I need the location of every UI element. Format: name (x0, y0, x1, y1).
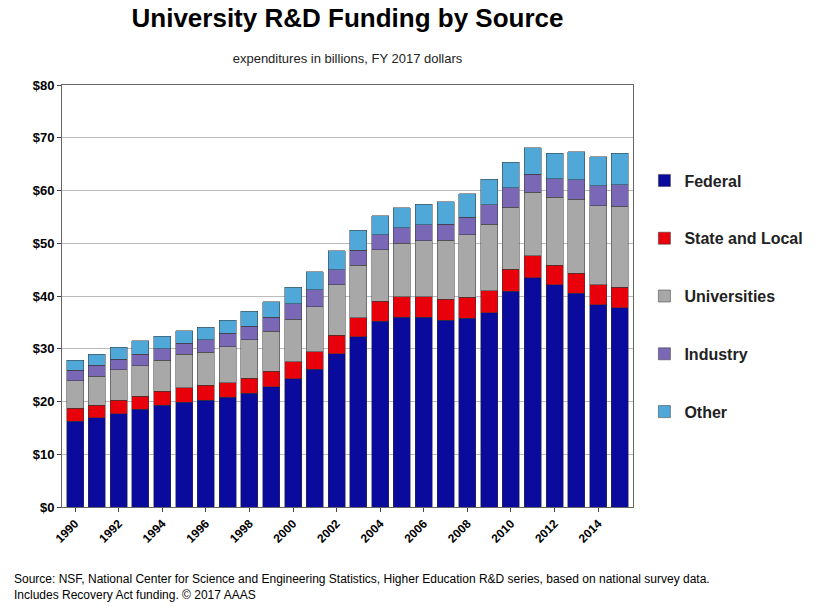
svg-text:$20: $20 (33, 394, 55, 409)
svg-text:$10: $10 (33, 447, 55, 462)
svg-text:1998: 1998 (227, 517, 256, 546)
svg-text:$30: $30 (33, 341, 55, 356)
svg-text:Industry: Industry (684, 346, 747, 363)
svg-text:Universities: Universities (684, 288, 775, 305)
svg-text:$70: $70 (33, 130, 55, 145)
svg-text:1994: 1994 (140, 517, 169, 546)
svg-text:$0: $0 (40, 500, 54, 515)
svg-text:2014: 2014 (576, 517, 605, 546)
svg-text:Source: NSF, National Center f: Source: NSF, National Center for Science… (14, 572, 710, 602)
svg-text:2004: 2004 (358, 517, 387, 546)
svg-text:1992: 1992 (96, 517, 125, 546)
svg-text:State and Local: State and Local (684, 230, 802, 247)
svg-text:2012: 2012 (532, 517, 561, 546)
svg-text:2008: 2008 (445, 517, 474, 546)
svg-text:Other: Other (684, 404, 727, 421)
svg-text:1996: 1996 (183, 517, 212, 546)
svg-text:$50: $50 (33, 236, 55, 251)
svg-text:$80: $80 (33, 78, 55, 93)
svg-text:2000: 2000 (271, 517, 300, 546)
svg-text:University R&D Funding by Sour: University R&D Funding by Source (132, 3, 564, 33)
svg-text:2006: 2006 (401, 517, 430, 546)
svg-text:2002: 2002 (314, 517, 343, 546)
svg-text:2010: 2010 (489, 517, 518, 546)
svg-text:1990: 1990 (53, 517, 82, 546)
svg-text:$60: $60 (33, 183, 55, 198)
svg-text:$40: $40 (33, 289, 55, 304)
svg-text:Federal: Federal (684, 173, 741, 190)
svg-text:expenditures in billions, FY 2: expenditures in billions, FY 2017 dollar… (233, 51, 463, 66)
